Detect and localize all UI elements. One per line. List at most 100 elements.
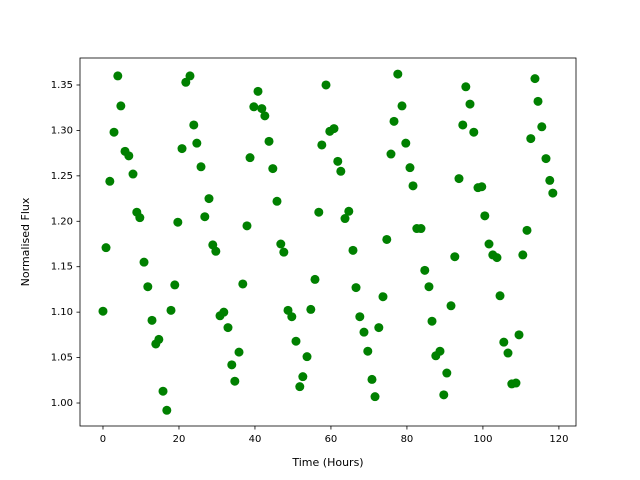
point	[302, 352, 312, 362]
point	[321, 80, 331, 90]
point	[162, 405, 172, 415]
point	[143, 282, 153, 292]
point	[522, 225, 532, 235]
point	[370, 392, 380, 402]
point	[514, 330, 524, 340]
point	[317, 140, 327, 150]
point	[268, 164, 278, 174]
point	[511, 378, 521, 388]
point	[530, 74, 540, 84]
point	[116, 101, 126, 111]
point	[458, 120, 468, 130]
point	[503, 348, 513, 358]
point	[393, 69, 403, 79]
point	[405, 163, 415, 173]
point	[227, 360, 237, 370]
point	[333, 156, 343, 166]
point	[416, 224, 426, 234]
point	[389, 116, 399, 126]
point	[374, 323, 384, 333]
point	[306, 304, 316, 314]
point	[189, 120, 199, 130]
point	[219, 307, 229, 317]
point	[424, 282, 434, 292]
point	[548, 188, 558, 198]
point	[276, 239, 286, 249]
point	[382, 234, 392, 244]
point	[351, 283, 361, 293]
point	[135, 213, 145, 223]
point	[477, 182, 487, 192]
x-tick-label: 40	[249, 434, 262, 445]
point	[249, 102, 259, 112]
point	[446, 301, 456, 311]
point	[139, 257, 149, 267]
y-tick-label: 1.20	[51, 216, 73, 227]
point	[200, 212, 210, 222]
point	[492, 253, 502, 263]
point	[439, 390, 449, 400]
point	[204, 194, 214, 204]
y-tick-label: 1.10	[51, 307, 73, 318]
x-tick-label: 0	[100, 434, 106, 445]
point	[109, 127, 119, 137]
y-tick-label: 1.00	[51, 398, 73, 409]
point	[344, 206, 354, 216]
point	[359, 327, 369, 337]
point	[181, 77, 191, 87]
point	[234, 347, 244, 357]
point	[518, 250, 528, 260]
point	[397, 101, 407, 111]
point	[355, 312, 365, 322]
point	[363, 346, 373, 356]
point	[484, 239, 494, 249]
point	[230, 376, 240, 386]
point	[465, 99, 475, 109]
x-tick-label: 60	[325, 434, 338, 445]
point	[401, 138, 411, 148]
point	[257, 104, 267, 114]
point	[185, 71, 195, 81]
point	[408, 181, 418, 191]
point	[223, 323, 233, 333]
x-axis-label: Time (Hours)	[291, 456, 363, 469]
point	[442, 368, 452, 378]
point	[272, 196, 282, 206]
point	[245, 153, 255, 163]
point	[166, 305, 176, 315]
point	[533, 96, 543, 106]
point	[348, 245, 358, 255]
x-tick-label: 20	[173, 434, 186, 445]
point	[295, 382, 305, 392]
point	[545, 175, 555, 185]
point	[526, 134, 536, 144]
y-tick-label: 1.25	[51, 171, 73, 182]
point	[298, 372, 308, 382]
point	[242, 221, 252, 231]
point	[128, 169, 138, 179]
y-tick-label: 1.15	[51, 262, 73, 273]
y-tick-label: 1.35	[51, 80, 73, 91]
point	[480, 211, 490, 221]
point	[435, 346, 445, 356]
point	[101, 243, 111, 253]
point	[499, 337, 509, 347]
y-tick-label: 1.30	[51, 125, 73, 136]
point	[427, 316, 437, 326]
point	[367, 374, 377, 384]
point	[537, 122, 547, 132]
point	[329, 124, 339, 134]
point	[450, 252, 460, 262]
point	[113, 71, 123, 81]
point	[173, 217, 183, 227]
point	[253, 86, 263, 96]
point	[177, 144, 187, 154]
point	[469, 127, 479, 137]
point	[378, 292, 388, 302]
point	[336, 166, 346, 176]
x-tick-label: 80	[401, 434, 414, 445]
x-tick-label: 120	[549, 434, 568, 445]
point	[98, 306, 108, 316]
y-axis-label: Normalised Flux	[19, 197, 32, 286]
